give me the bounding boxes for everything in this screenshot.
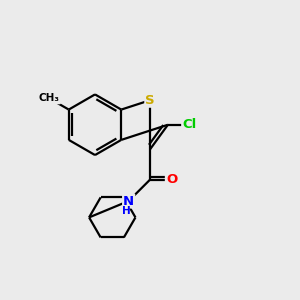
Text: O: O	[166, 173, 177, 186]
Text: H: H	[122, 206, 131, 215]
Text: CH₃: CH₃	[39, 93, 60, 103]
Text: S: S	[145, 94, 155, 107]
Text: Cl: Cl	[182, 118, 196, 131]
Text: N: N	[123, 194, 134, 208]
